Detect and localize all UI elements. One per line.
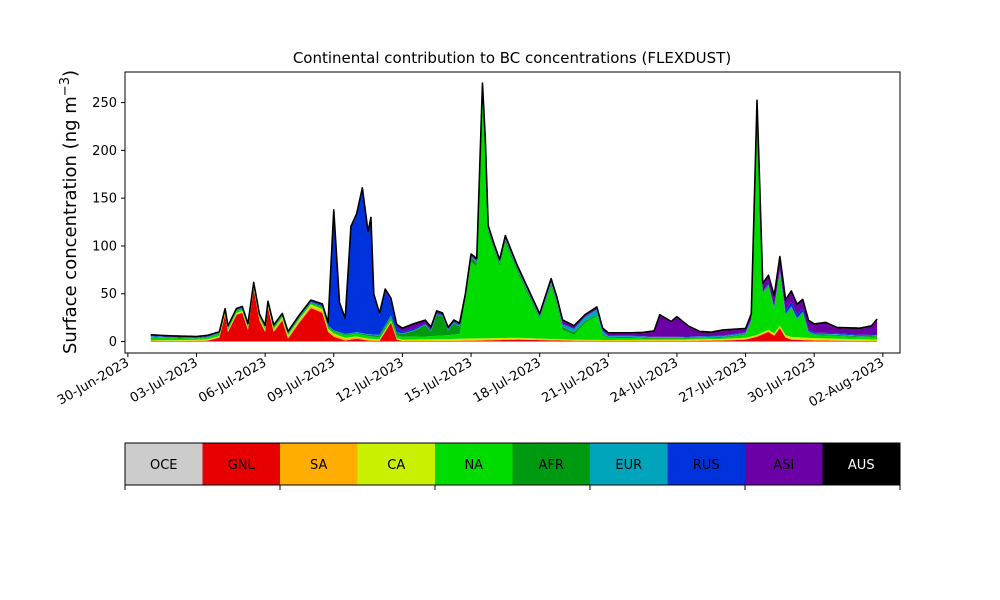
legend-label-rus: RUS bbox=[693, 458, 720, 473]
legend-label-eur: EUR bbox=[615, 458, 642, 473]
x-tick-label-8: 24-Jul-2023 bbox=[608, 355, 681, 406]
x-tick-label-2: 06-Jul-2023 bbox=[196, 355, 269, 406]
x-tick-label-4: 12-Jul-2023 bbox=[334, 355, 407, 406]
x-tick-label-5: 15-Jul-2023 bbox=[402, 355, 475, 406]
x-tick-label-3: 09-Jul-2023 bbox=[265, 355, 338, 406]
area-rus bbox=[150, 86, 878, 338]
plot-frame bbox=[124, 71, 901, 354]
legend-label-afr: AFR bbox=[539, 458, 564, 473]
legend-label-aus: AUS bbox=[848, 458, 875, 473]
legend-swatch-ca bbox=[357, 443, 435, 485]
colorbar-legend: OCE GNL SA CA NA AFR EUR RUS ASI AUS bbox=[124, 442, 901, 490]
legend-label-ca: CA bbox=[387, 458, 405, 473]
x-axis: 30-Jun-202303-Jul-202306-Jul-202309-Jul-… bbox=[55, 353, 887, 411]
legend-label-oce: OCE bbox=[150, 458, 178, 473]
y-axis: 0 50 100 150 200 250 bbox=[92, 96, 125, 350]
y-axis-label: Surface concentration (ng m−3) bbox=[58, 70, 81, 354]
legend-label-asi: ASI bbox=[773, 458, 794, 473]
chart-title: Continental contribution to BC concentra… bbox=[293, 49, 731, 67]
x-tick-label-11: 02-Aug-2023 bbox=[807, 355, 887, 410]
x-tick-label-9: 27-Jul-2023 bbox=[677, 355, 750, 406]
y-tick-label-4: 200 bbox=[92, 144, 117, 159]
area-na bbox=[150, 91, 878, 341]
legend-swatch-rus bbox=[667, 443, 745, 485]
y-tick-label-1: 50 bbox=[100, 287, 117, 302]
y-tick-label-3: 150 bbox=[92, 192, 117, 207]
area-gnl bbox=[150, 288, 878, 342]
legend-swatch-na bbox=[435, 443, 513, 485]
x-tick-label-7: 21-Jul-2023 bbox=[539, 355, 612, 406]
y-axis-label-close: ) bbox=[60, 70, 81, 77]
legend-swatch-asi bbox=[745, 443, 823, 485]
legend-swatch-eur bbox=[590, 443, 668, 485]
total-concentration-line bbox=[150, 82, 878, 338]
x-tick-label-0: 30-Jun-2023 bbox=[55, 355, 132, 408]
legend-swatch-afr bbox=[512, 443, 590, 485]
y-tick-label-2: 100 bbox=[92, 239, 117, 254]
y-tick-label-0: 0 bbox=[109, 335, 117, 350]
y-axis-label-superscript: −3 bbox=[58, 77, 73, 96]
y-tick-label-5: 250 bbox=[92, 96, 117, 111]
x-tick-label-6: 18-Jul-2023 bbox=[471, 355, 544, 406]
legend-swatch-aus bbox=[822, 443, 900, 485]
legend-swatch-sa bbox=[280, 443, 358, 485]
y-axis-label-main: Surface concentration (ng m bbox=[60, 96, 81, 354]
legend-label-sa: SA bbox=[310, 458, 327, 473]
legend-label-na: NA bbox=[464, 458, 483, 473]
legend-label-gnl: GNL bbox=[228, 458, 256, 473]
legend-frame bbox=[124, 442, 901, 486]
legend-swatch-oce bbox=[125, 443, 203, 485]
stacked-areas bbox=[150, 83, 878, 342]
area-asi bbox=[150, 85, 878, 338]
legend-swatch-gnl bbox=[202, 443, 280, 485]
x-tick-label-1: 03-Jul-2023 bbox=[128, 355, 201, 406]
